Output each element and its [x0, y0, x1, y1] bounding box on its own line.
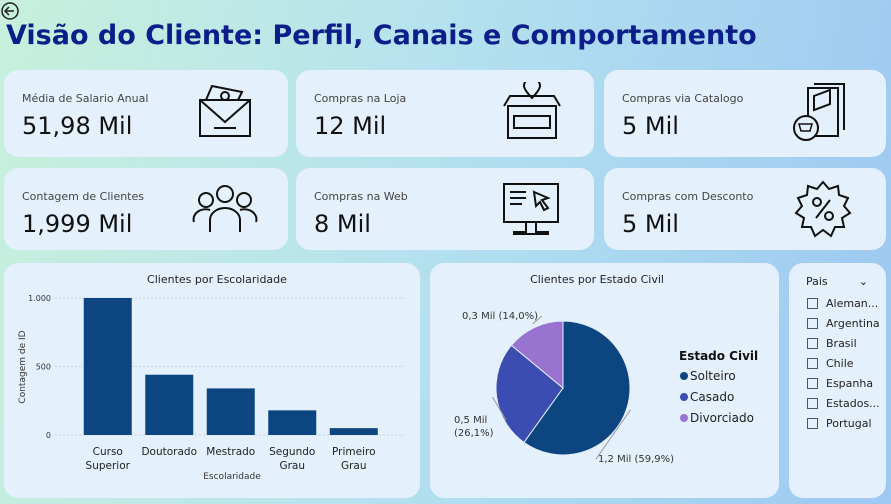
kpi-value: 5 Mil — [622, 112, 679, 140]
checkbox[interactable] — [807, 297, 818, 309]
pie-chart: Clientes por Estado Civil 1,2 Mil (59,9%)… — [454, 273, 758, 465]
kpi-card: Compras na Web 8 Mil — [296, 168, 594, 250]
kpi-value: 12 Mil — [314, 112, 387, 140]
kpi-label: Compras na Loja — [314, 92, 407, 105]
x-tick-label: Curso Superior — [86, 446, 131, 472]
checkbox[interactable] — [807, 377, 818, 389]
filter-item-label: Chile — [826, 356, 854, 370]
bar — [329, 428, 378, 435]
filter-item-label: Portugal — [826, 416, 872, 430]
y-tick-label: 500 — [36, 363, 51, 372]
leader-line — [595, 409, 632, 460]
bar-chart: Clientes por Escolaridade Contagem de ID E… — [18, 273, 404, 482]
kpi-value: 8 Mil — [314, 210, 371, 238]
pie-slice — [523, 320, 631, 456]
filter-item-label: Aleman... — [826, 296, 879, 310]
kpi-label: Compras na Web — [314, 190, 408, 203]
y-axis-label: Contagem de ID — [18, 330, 28, 403]
kpi-label: Contagem de Clientes — [22, 190, 144, 203]
kpi-icon — [794, 180, 852, 238]
kpi-icon — [793, 83, 845, 141]
pie-slice — [495, 344, 564, 444]
checkbox[interactable] — [807, 357, 818, 369]
filter-item-label: Brasil — [826, 336, 857, 350]
kpi-value: 5 Mil — [622, 210, 679, 238]
kpi-value: 1,999 Mil — [22, 210, 133, 238]
legend-marker — [680, 372, 688, 380]
checkbox[interactable] — [807, 337, 818, 349]
data-label: 1,2 Mil (59,9%) — [598, 454, 674, 465]
filter-item-label: Estados... — [826, 396, 880, 410]
x-axis-label: Escolaridade — [203, 472, 261, 482]
kpi-card: Compras via Catalogo 5 Mil — [604, 70, 886, 157]
leader-line — [492, 396, 507, 421]
legend-marker — [680, 414, 688, 422]
filter-title: Pais — [806, 275, 828, 288]
kpi-card: Compras na Loja 12 Mil — [296, 70, 594, 157]
bar — [206, 388, 255, 435]
pie-slice — [510, 320, 564, 390]
filter-item[interactable]: Espanha — [807, 376, 886, 390]
x-tick-label: Segundo Grau — [269, 446, 315, 472]
pie-panel: Clientes por Estado Civil 1,2 Mil (59,9%)… — [430, 263, 779, 498]
bar — [145, 374, 194, 435]
filter-item[interactable]: Chile — [807, 356, 886, 370]
y-tick-label: 1.000 — [28, 294, 51, 303]
checkbox[interactable] — [807, 417, 818, 429]
chart-title: Clientes por Escolaridade — [147, 273, 287, 286]
filter-panel: Pais ⌄ Aleman... Argentina Brasil Chile Espan… — [789, 263, 886, 498]
back-button[interactable] — [0, 1, 20, 21]
filter-item[interactable]: Brasil — [807, 336, 886, 350]
bar — [83, 298, 132, 435]
chart-title: Clientes por Estado Civil — [530, 273, 664, 286]
filter-item-label: Argentina — [826, 316, 880, 330]
filter-item[interactable]: Portugal — [807, 416, 886, 430]
legend-label: Solteiro — [690, 369, 736, 383]
kpi-value: 51,98 Mil — [22, 112, 133, 140]
kpi-icon — [503, 183, 559, 235]
kpi-card: Compras com Desconto 5 Mil — [604, 168, 886, 250]
legend-title: Estado Civil — [679, 349, 758, 363]
legend-marker — [680, 393, 688, 401]
filter-chevron[interactable]: ⌄ — [858, 275, 868, 288]
x-tick-label: Mestrado — [206, 446, 255, 458]
filter-item-label: Espanha — [826, 376, 874, 390]
page-title: Visão do Cliente: Perfil, Canais e Compo… — [6, 20, 757, 51]
data-label: 0,3 Mil (14,0%) — [462, 311, 538, 322]
leader-line — [532, 315, 543, 325]
y-tick-label: 0 — [46, 431, 51, 440]
kpi-icon — [503, 82, 561, 139]
legend-label: Casado — [690, 390, 734, 404]
bar-panel: Clientes por Escolaridade Contagem de ID E… — [4, 263, 420, 498]
kpi-card: Média de Salario Anual 51,98 Mil — [4, 70, 288, 157]
filter-item[interactable]: Argentina — [807, 316, 886, 330]
legend-label: Divorciado — [690, 411, 754, 425]
kpi-icon — [199, 84, 251, 137]
filter-header: Pais ⌄ — [806, 275, 868, 288]
x-tick-label: Primeiro Grau — [332, 446, 376, 472]
filter-item[interactable]: Aleman... — [807, 296, 886, 310]
checkbox[interactable] — [807, 397, 818, 409]
kpi-card: Contagem de Clientes 1,999 Mil — [4, 168, 288, 250]
bar — [268, 410, 317, 435]
data-label: 0,5 Mil (26,1%) — [454, 415, 494, 439]
kpi-label: Média de Salario Anual — [22, 92, 149, 105]
x-tick-label: Doutorado — [141, 446, 197, 458]
kpi-label: Compras com Desconto — [622, 190, 754, 203]
kpi-icon — [192, 185, 258, 232]
kpi-label: Compras via Catalogo — [622, 92, 744, 105]
checkbox[interactable] — [807, 317, 818, 329]
filter-item[interactable]: Estados... — [807, 396, 886, 410]
